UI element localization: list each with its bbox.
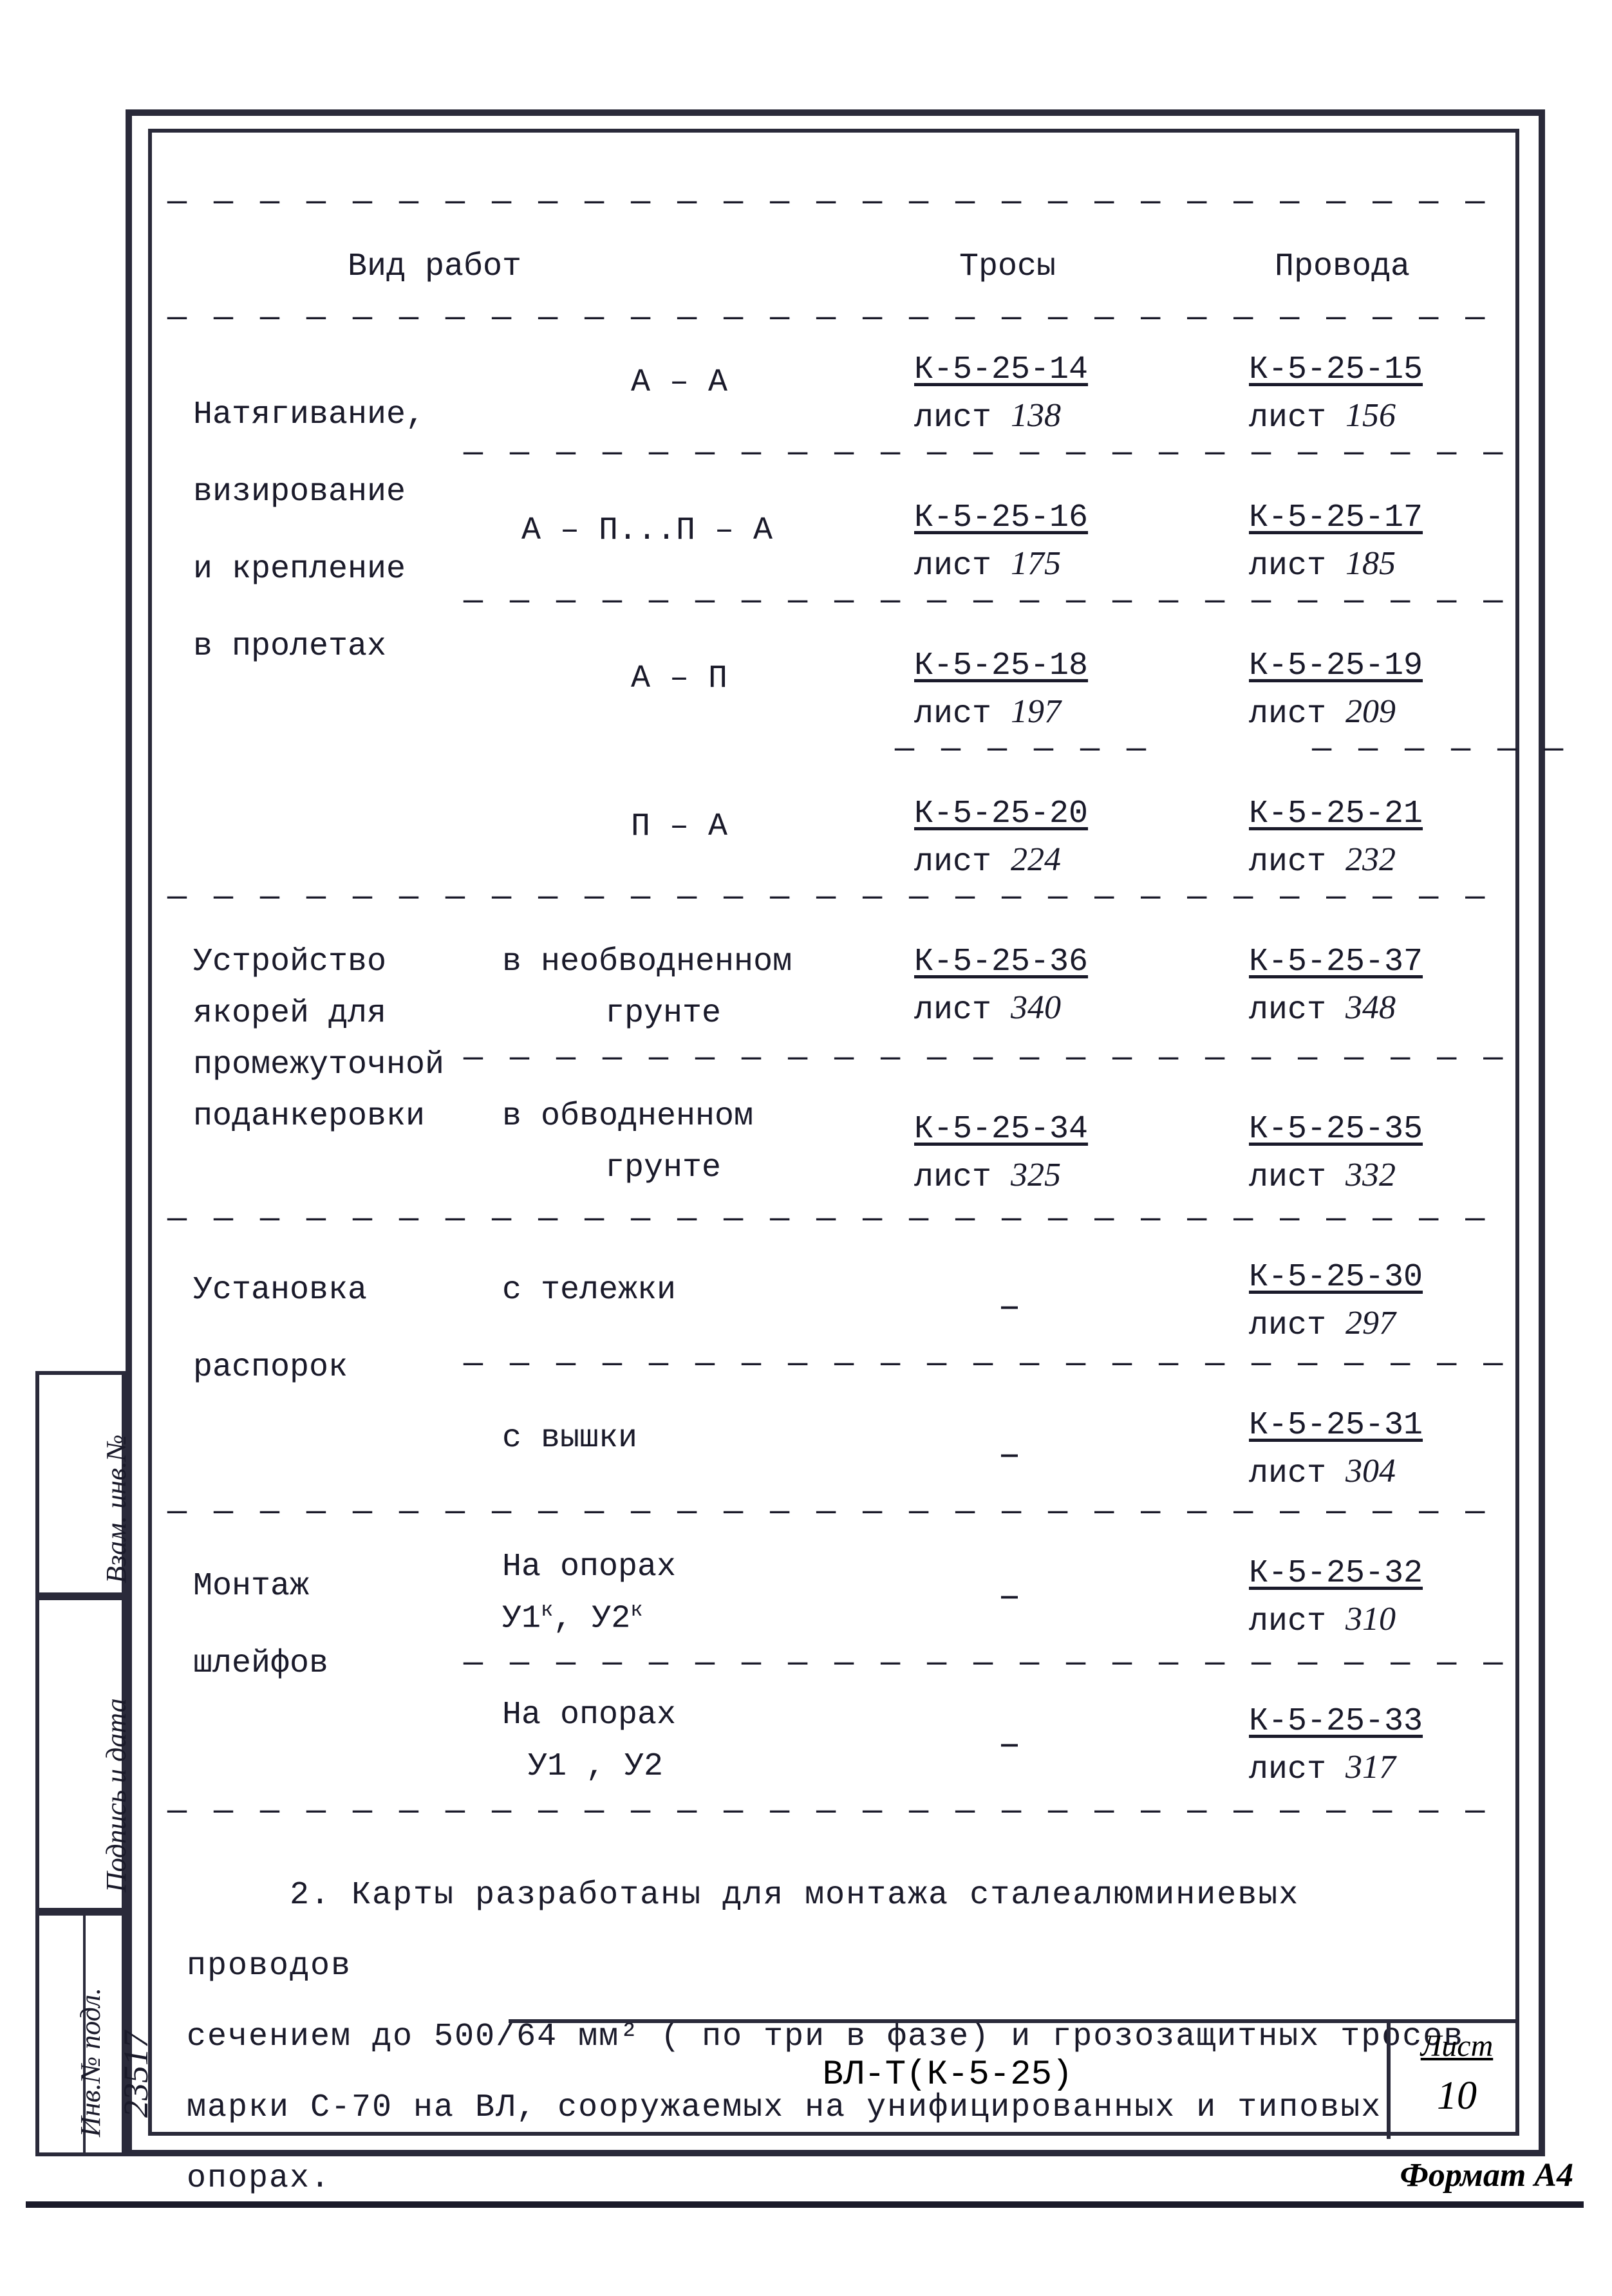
spec: П – А (631, 805, 727, 850)
ref-code: К-5-25-35 (1249, 1111, 1423, 1148)
spec: в необводненном (502, 940, 792, 985)
group-label: и крепление (193, 547, 406, 592)
ref-code: К-5-25-21 (1249, 796, 1423, 832)
ref-provoda: К-5-25-31 лист 304 (1249, 1403, 1423, 1497)
ref-trosy: К-5-25-16 лист 175 (914, 496, 1088, 589)
header-col1: Вид работ (348, 245, 521, 290)
spec: На опорах (502, 1545, 676, 1590)
group-label: Монтаж (193, 1564, 309, 1609)
ref-trosy: К-5-25-20 лист 224 (914, 792, 1088, 885)
ref-code: К-5-25-30 (1249, 1259, 1423, 1296)
sheet-number: 10 (1394, 2064, 1519, 2119)
group-label: распорок (193, 1345, 348, 1390)
title-block: ВЛ-Т(К-5-25) Лист 10 (509, 2019, 1519, 2139)
ref-provoda: К-5-25-33 лист 317 (1249, 1699, 1423, 1793)
ref-trosy: К-5-25-18 лист 197 (914, 644, 1088, 737)
page: — — — — — — — — — — — — — — — — — — — — … (0, 0, 1612, 2296)
ref-provoda: К-5-25-30 лист 297 (1249, 1255, 1423, 1349)
ref-code: К-5-25-16 (914, 499, 1088, 536)
ref-code: К-5-25-15 (1249, 351, 1423, 388)
group-label: Натягивание, (193, 393, 425, 438)
divider: — — — — — — — — — — — — — — — — — — — — … (464, 579, 1506, 624)
spec: А – П (631, 657, 727, 702)
group-label: Устройство (193, 940, 386, 985)
dash: – (998, 1281, 1021, 1335)
spec: грунте (605, 991, 721, 1036)
ref-sheet: лист 348 (1249, 985, 1423, 1033)
group-label: Установка (193, 1268, 367, 1313)
ref-code: К-5-25-19 (1249, 648, 1423, 684)
divider: — — — — — — — — — — — — — — — — — — — — … (167, 180, 1488, 225)
ref-code: К-5-25-18 (914, 648, 1088, 684)
spine-label: Подпись и дата (100, 1698, 133, 1892)
header-col3: Провода (1275, 245, 1410, 290)
ref-trosy: К-5-25-14 лист 138 (914, 348, 1088, 441)
ref-sheet: лист 310 (1249, 1596, 1423, 1645)
header-col2: Тросы (959, 245, 1056, 290)
spec: У1 , У2 (528, 1744, 663, 1789)
dash: – (998, 1429, 1021, 1483)
spec: На опорах (502, 1693, 676, 1738)
ref-code: К-5-25-37 (1249, 944, 1423, 980)
spec: А – П...П – А (521, 509, 773, 554)
ref-sheet: лист 304 (1249, 1448, 1423, 1497)
spec: А – А (631, 360, 727, 406)
spec: с тележки (502, 1268, 676, 1313)
ref-sheet: лист 325 (914, 1152, 1088, 1200)
ref-sheet: лист 317 (1249, 1744, 1423, 1793)
group-label: якорей для (193, 991, 386, 1036)
group-label: поданкеровки (193, 1094, 425, 1139)
divider: — — — — — — — — — — — — — — — — — — — — … (464, 431, 1506, 476)
ref-code: К-5-25-20 (914, 796, 1088, 832)
ref-code: К-5-25-33 (1249, 1703, 1423, 1740)
ref-trosy: К-5-25-34 лист 325 (914, 1107, 1088, 1200)
divider: — — — — — — — — — — — — — — — — — — — — … (167, 296, 1488, 341)
ref-code: К-5-25-34 (914, 1111, 1088, 1148)
spec: с вышки (502, 1416, 637, 1461)
ref-provoda: К-5-25-15 лист 156 (1249, 348, 1423, 441)
doc-number: ВЛ-Т(К-5-25) (509, 2023, 1391, 2139)
divider: — — — — — — — — — — — — — — — — — — — — … (167, 1789, 1488, 1834)
ref-provoda: К-5-25-19 лист 209 (1249, 644, 1423, 737)
ref-sheet: лист 340 (914, 985, 1088, 1033)
format-label: Формат А4 (1400, 2156, 1573, 2194)
spine-label: Взам. инв.№ (100, 1434, 133, 1583)
spec: грунте (605, 1146, 721, 1191)
group-label: в пролетах (193, 624, 386, 669)
ref-code: К-5-25-14 (914, 351, 1088, 388)
sheet-label: Лист (1394, 2023, 1519, 2064)
spine-label: Инв.№ подл. (74, 1988, 107, 2137)
ref-provoda: К-5-25-37 лист 348 (1249, 940, 1423, 1033)
divider: — — — — — — — — — — — — — — — — — — — — … (167, 875, 1488, 920)
ref-sheet: лист 332 (1249, 1152, 1423, 1200)
divider: — — — — — — — — — — — — — — — — — — — — … (167, 1490, 1488, 1535)
bottom-rule (26, 2201, 1584, 2208)
ref-provoda: К-5-25-17 лист 185 (1249, 496, 1423, 589)
ref-provoda: К-5-25-21 лист 232 (1249, 792, 1423, 885)
divider: — — — — — — — — — — — — — — — — — — — — … (464, 1036, 1506, 1081)
ref-sheet: лист 297 (1249, 1300, 1423, 1349)
divider: — — — — — — — — — — — — — — — — — — — — … (167, 1197, 1488, 1242)
ref-code: К-5-25-31 (1249, 1407, 1423, 1444)
spec: У1к, У2к (502, 1596, 642, 1642)
ref-provoda: К-5-25-35 лист 332 (1249, 1107, 1423, 1200)
spec: в обводненном (502, 1094, 753, 1139)
divider: — — — — — — — — — — — — — — — — — — — — … (464, 1342, 1506, 1387)
ref-provoda: К-5-25-32 лист 310 (1249, 1551, 1423, 1645)
group-label: промежуточной (193, 1043, 444, 1088)
dash: – (998, 1571, 1021, 1625)
ref-code: К-5-25-32 (1249, 1555, 1423, 1592)
spine-value: 23517 (116, 2031, 156, 2118)
ref-trosy: К-5-25-36 лист 340 (914, 940, 1088, 1033)
divider: — — — — — — — — — — — — — — — — — — — — … (464, 1641, 1506, 1686)
divider: — — — — — — — — — — — — (895, 727, 1567, 772)
dash: – (998, 1719, 1021, 1773)
ref-code: К-5-25-17 (1249, 499, 1423, 536)
group-label: шлейфов (193, 1641, 328, 1686)
group-label: визирование (193, 470, 406, 515)
sheet-cell: Лист 10 (1394, 2023, 1519, 2139)
ref-code: К-5-25-36 (914, 944, 1088, 980)
